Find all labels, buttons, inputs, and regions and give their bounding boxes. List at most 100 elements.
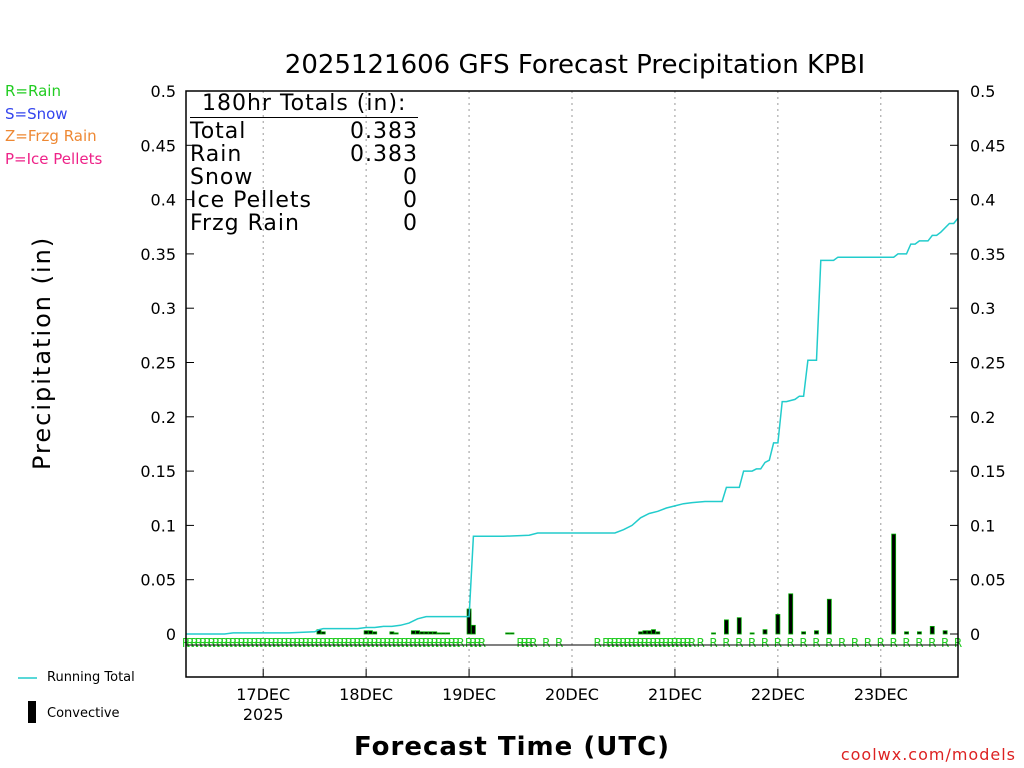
totals-label: Total bbox=[190, 119, 247, 144]
rain-marker: R bbox=[199, 636, 207, 650]
rain-marker: R bbox=[864, 636, 872, 650]
rain-marker: R bbox=[606, 636, 614, 650]
rain-marker: R bbox=[658, 636, 666, 650]
legend-convective: Convective bbox=[47, 706, 120, 721]
rain-marker: R bbox=[435, 636, 443, 650]
rain-marker: R bbox=[353, 636, 361, 650]
legend-frzg-rain: Z=Frzg Rain bbox=[5, 127, 97, 145]
convective-bar bbox=[505, 632, 511, 635]
rain-marker: R bbox=[332, 636, 340, 650]
y-tick-label-right: 0.2 bbox=[970, 408, 995, 427]
rain-marker: R bbox=[371, 636, 379, 650]
rain-marker: R bbox=[915, 636, 923, 650]
y-tick-label-left: 0.05 bbox=[140, 571, 176, 590]
convective-bar bbox=[419, 631, 425, 635]
rain-marker: R bbox=[341, 636, 349, 650]
credit-link[interactable]: coolwx.com/models bbox=[840, 745, 1016, 764]
rain-marker: R bbox=[298, 636, 306, 650]
convective-bar bbox=[942, 630, 948, 635]
y-tick-label-right: 0.25 bbox=[970, 354, 1006, 373]
rain-marker: R bbox=[671, 636, 679, 650]
rain-marker: R bbox=[851, 636, 859, 650]
rain-marker: R bbox=[469, 636, 477, 650]
convective-bar bbox=[762, 629, 768, 635]
rain-marker: R bbox=[632, 636, 640, 650]
rain-marker: R bbox=[666, 636, 674, 650]
totals-value: 0.383 bbox=[350, 142, 418, 167]
convective-bar bbox=[814, 630, 819, 635]
rain-marker: R bbox=[349, 636, 357, 650]
convective-bar bbox=[929, 625, 935, 635]
rain-marker: R bbox=[529, 636, 537, 650]
rain-marker: R bbox=[409, 636, 417, 650]
rain-marker: R bbox=[628, 636, 636, 650]
rain-marker: R bbox=[641, 636, 649, 650]
y-tick-label-right: 0.35 bbox=[970, 245, 1006, 264]
rain-marker: R bbox=[186, 636, 194, 650]
rain-marker: R bbox=[624, 636, 632, 650]
totals-row-rain: Rain 0.383 bbox=[190, 143, 418, 166]
rain-marker: R bbox=[401, 636, 409, 650]
convective-bar bbox=[428, 631, 433, 635]
rain-marker: R bbox=[636, 636, 644, 650]
rain-marker: R bbox=[413, 636, 421, 650]
y-tick-label-left: 0.1 bbox=[151, 516, 176, 535]
rain-marker: R bbox=[799, 636, 807, 650]
convective-bar bbox=[646, 630, 652, 635]
rain-marker: R bbox=[379, 636, 387, 650]
rain-marker: R bbox=[255, 636, 263, 650]
y-tick-label-right: 0.5 bbox=[970, 82, 995, 101]
rain-marker: R bbox=[611, 636, 619, 650]
rain-marker: R bbox=[748, 636, 756, 650]
y-tick-label-right: 0 bbox=[970, 625, 980, 644]
convective-bar bbox=[788, 593, 794, 635]
totals-row-ice-pellets: Ice Pellets 0 bbox=[190, 189, 418, 212]
totals-value: 0 bbox=[403, 188, 418, 213]
rain-marker: R bbox=[422, 636, 430, 650]
rain-marker: R bbox=[654, 636, 662, 650]
rain-marker: R bbox=[285, 636, 293, 650]
convective-bar bbox=[363, 630, 369, 635]
rain-marker: R bbox=[242, 636, 250, 650]
rain-marker: R bbox=[336, 636, 344, 650]
rain-marker: R bbox=[289, 636, 297, 650]
rain-marker: R bbox=[310, 636, 318, 650]
convective-bar bbox=[651, 629, 656, 635]
rain-marker: R bbox=[203, 636, 211, 650]
x-tick-label: 22DEC bbox=[751, 685, 805, 704]
x-axis-label: Forecast Time (UTC) bbox=[353, 732, 671, 762]
rain-marker: R bbox=[645, 636, 653, 650]
legend-ice-pellets: P=Ice Pellets bbox=[5, 150, 103, 168]
rain-marker: R bbox=[263, 636, 271, 650]
totals-value: 0.383 bbox=[350, 119, 418, 144]
convective-bar bbox=[775, 614, 781, 635]
totals-row-total: Total 0.383 bbox=[190, 120, 418, 143]
totals-label: Rain bbox=[190, 142, 243, 167]
totals-value: 0 bbox=[403, 165, 418, 190]
y-tick-label-right: 0.1 bbox=[970, 516, 995, 535]
rain-marker: R bbox=[602, 636, 610, 650]
rain-marker: R bbox=[276, 636, 284, 650]
rain-type-markers: RRRRRRRRRRRRRRRRRRRRRRRRRRRRRRRRRRRRRRRR… bbox=[182, 636, 962, 650]
totals-row-frzg-rain: Frzg Rain 0 bbox=[190, 212, 418, 235]
rain-marker: R bbox=[525, 636, 533, 650]
rain-marker: R bbox=[212, 636, 220, 650]
y-tick-label-left: 0.4 bbox=[151, 191, 176, 210]
rain-marker: R bbox=[225, 636, 233, 650]
convective-bar bbox=[372, 631, 378, 635]
rain-marker: R bbox=[272, 636, 280, 650]
rain-marker: R bbox=[928, 636, 936, 650]
rain-marker: R bbox=[216, 636, 224, 650]
x-tick-label: 21DEC bbox=[648, 685, 702, 704]
rain-marker: R bbox=[774, 636, 782, 650]
convective-bar bbox=[509, 632, 515, 635]
convective-bar bbox=[904, 631, 909, 635]
rain-marker: R bbox=[246, 636, 254, 650]
convective-bar bbox=[470, 624, 476, 635]
x-tick-sublabel: 2025 bbox=[243, 705, 284, 724]
x-tick-label: 18DEC bbox=[339, 685, 393, 704]
totals-label: Frzg Rain bbox=[190, 211, 300, 236]
convective-bar bbox=[724, 619, 729, 635]
rain-marker: R bbox=[388, 636, 396, 650]
